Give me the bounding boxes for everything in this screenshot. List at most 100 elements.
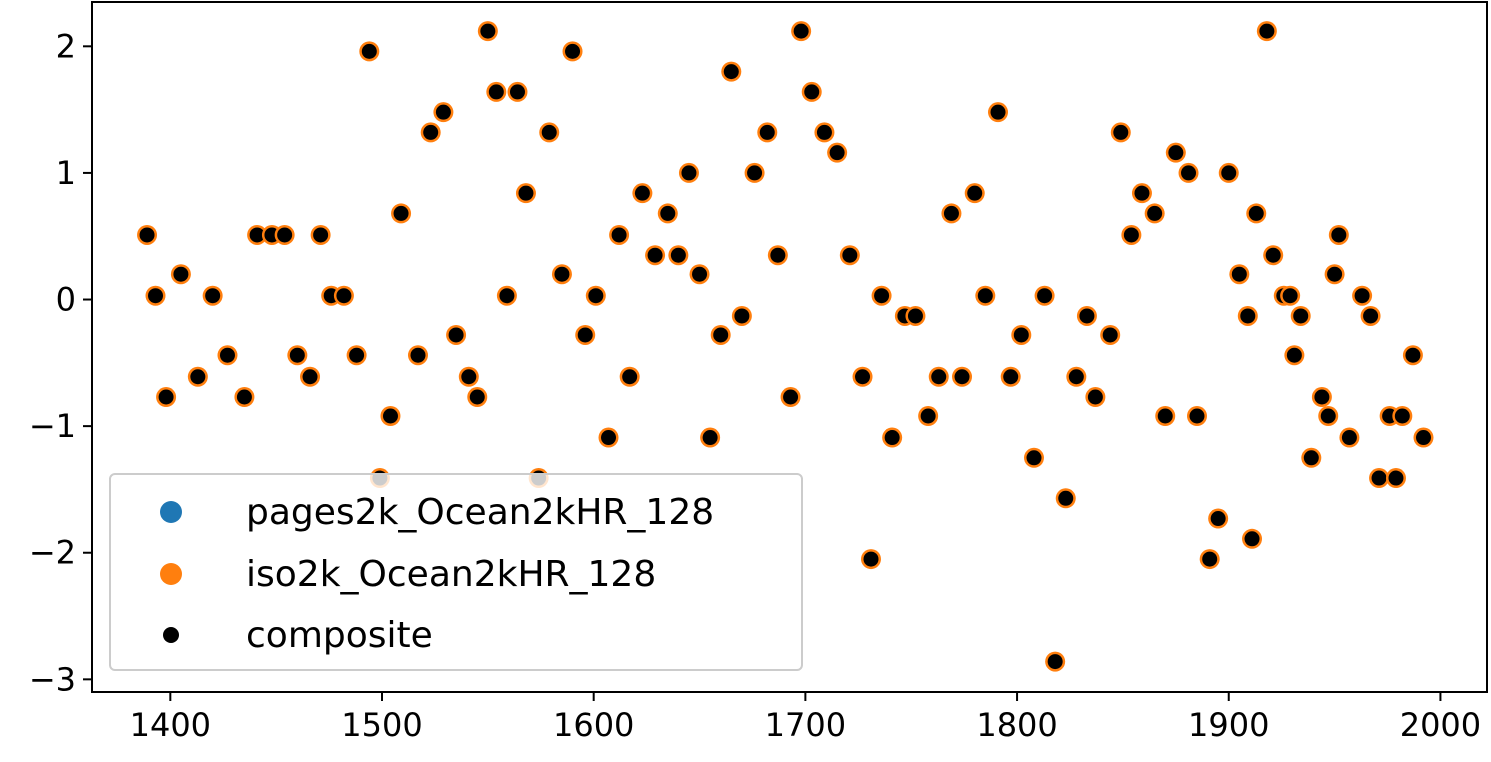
point-composite-90 — [1189, 408, 1205, 424]
point-composite-105 — [1314, 389, 1330, 405]
point-composite-61 — [863, 551, 879, 567]
point-composite-59 — [842, 247, 858, 263]
point-composite-49 — [723, 64, 739, 80]
point-composite-81 — [1087, 389, 1103, 405]
x-tick-label-1400: 1400 — [130, 706, 211, 744]
point-composite-16 — [349, 347, 365, 363]
legend-label-0: pages2k_Ocean2kHR_128 — [246, 492, 714, 533]
y-tick-label--2: −2 — [29, 534, 76, 572]
point-composite-108 — [1331, 227, 1347, 243]
point-composite-43 — [660, 205, 676, 221]
point-composite-66 — [920, 408, 936, 424]
point-composite-67 — [931, 369, 947, 385]
point-composite-53 — [770, 247, 786, 263]
point-composite-8 — [249, 227, 265, 243]
point-composite-76 — [1037, 288, 1053, 304]
point-composite-72 — [990, 104, 1006, 120]
point-composite-110 — [1354, 288, 1370, 304]
point-composite-7 — [236, 389, 252, 405]
point-composite-87 — [1157, 408, 1173, 424]
x-tick-label-1500: 1500 — [341, 706, 422, 744]
plot-frame — [91, 1, 1488, 693]
legend-marker-2 — [163, 627, 179, 643]
point-composite-5 — [205, 288, 221, 304]
x-tick-label-1700: 1700 — [765, 706, 846, 744]
point-composite-12 — [302, 369, 318, 385]
data-points — [137, 21, 1434, 672]
point-composite-71 — [977, 288, 993, 304]
point-composite-34 — [554, 266, 570, 282]
y-tick-label--3: −3 — [29, 660, 76, 698]
point-composite-77 — [1047, 654, 1063, 670]
point-composite-73 — [1003, 369, 1019, 385]
point-composite-22 — [423, 124, 439, 140]
point-composite-104 — [1303, 450, 1319, 466]
point-composite-42 — [647, 247, 663, 263]
x-tick-label-2000: 2000 — [1400, 706, 1481, 744]
point-composite-58 — [829, 145, 845, 161]
y-tick-label-1: 1 — [56, 154, 76, 192]
point-composite-109 — [1341, 430, 1357, 446]
point-composite-38 — [601, 430, 617, 446]
point-composite-89 — [1181, 165, 1197, 181]
point-composite-1 — [148, 288, 164, 304]
legend-label-1: iso2k_Ocean2kHR_128 — [246, 554, 656, 595]
point-composite-74 — [1013, 327, 1029, 343]
point-composite-69 — [954, 369, 970, 385]
point-composite-115 — [1394, 408, 1410, 424]
point-composite-28 — [488, 84, 504, 100]
y-tick-label--1: −1 — [29, 407, 76, 445]
point-composite-98 — [1259, 23, 1275, 39]
point-composite-84 — [1123, 227, 1139, 243]
point-composite-65 — [907, 308, 923, 324]
point-composite-112 — [1371, 470, 1387, 486]
point-composite-56 — [804, 84, 820, 100]
point-composite-55 — [793, 23, 809, 39]
x-tick-label-1800: 1800 — [976, 706, 1057, 744]
point-composite-6 — [219, 347, 235, 363]
point-composite-47 — [702, 430, 718, 446]
point-composite-11 — [289, 347, 305, 363]
point-composite-86 — [1147, 205, 1163, 221]
point-composite-3 — [173, 266, 189, 282]
point-composite-94 — [1231, 266, 1247, 282]
point-composite-24 — [448, 327, 464, 343]
point-composite-44 — [670, 247, 686, 263]
point-composite-10 — [277, 227, 293, 243]
x-tick-label-1900: 1900 — [1188, 706, 1269, 744]
point-composite-96 — [1244, 531, 1260, 547]
point-composite-0 — [139, 227, 155, 243]
point-composite-103 — [1293, 308, 1309, 324]
point-composite-2 — [158, 389, 174, 405]
point-composite-31 — [518, 185, 534, 201]
point-composite-107 — [1327, 266, 1343, 282]
point-composite-25 — [461, 369, 477, 385]
point-composite-91 — [1202, 551, 1218, 567]
legend: pages2k_Ocean2kHR_128 iso2k_Ocean2kHR_128… — [109, 473, 803, 671]
point-composite-15 — [336, 288, 352, 304]
point-composite-17 — [361, 43, 377, 59]
legend-box — [109, 473, 803, 671]
point-composite-68 — [943, 205, 959, 221]
point-composite-54 — [783, 389, 799, 405]
point-composite-111 — [1363, 308, 1379, 324]
point-composite-35 — [565, 43, 581, 59]
point-composite-30 — [509, 84, 525, 100]
legend-marker-1 — [160, 563, 182, 585]
point-composite-39 — [611, 227, 627, 243]
point-composite-46 — [692, 266, 708, 282]
point-composite-4 — [190, 369, 206, 385]
point-composite-29 — [499, 288, 515, 304]
point-composite-85 — [1134, 185, 1150, 201]
point-composite-116 — [1405, 347, 1421, 363]
point-composite-41 — [634, 185, 650, 201]
point-composite-95 — [1240, 308, 1256, 324]
x-tick-label-1600: 1600 — [553, 706, 634, 744]
point-composite-106 — [1320, 408, 1336, 424]
point-composite-21 — [410, 347, 426, 363]
point-composite-99 — [1265, 247, 1281, 263]
point-composite-63 — [884, 430, 900, 446]
point-composite-57 — [816, 124, 832, 140]
y-tick-label-2: 2 — [56, 27, 76, 65]
